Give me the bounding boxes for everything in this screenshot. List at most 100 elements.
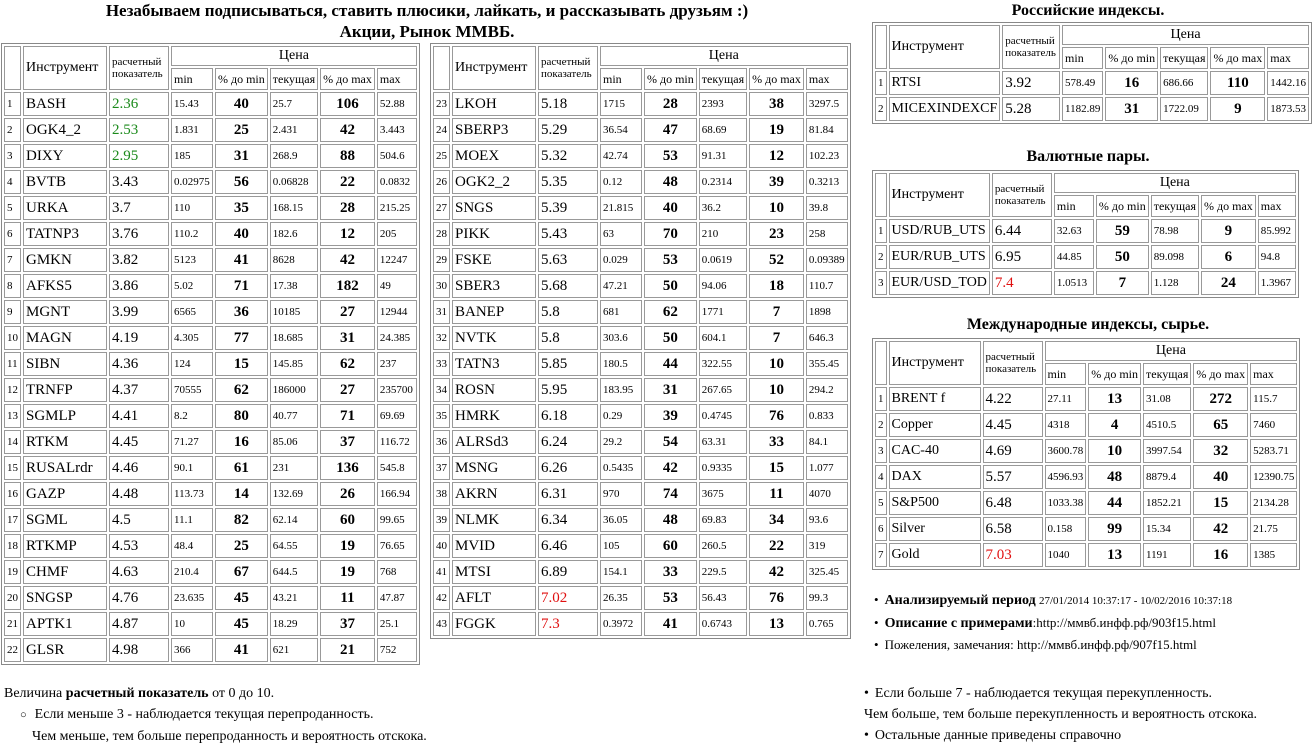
data-cell: 29 <box>433 248 450 272</box>
data-cell: 1191 <box>1143 543 1192 567</box>
data-cell: 7 <box>875 543 887 567</box>
header-row: Инструмент расчетный показатель Цена <box>4 46 417 90</box>
header-cell: Инструмент <box>888 25 1001 69</box>
data-cell: 21.815 <box>600 196 642 220</box>
data-table: Инструмент расчетный показатель Цена min% д… <box>1 43 420 665</box>
data-cell: 267.65 <box>698 378 748 402</box>
data-cell: 644.5 <box>269 560 319 584</box>
data-cell: 38 <box>749 92 804 116</box>
data-cell: 2.95 <box>109 144 169 168</box>
data-cell: 32.63 <box>1053 219 1094 243</box>
data-row: 1 BASH 2.36 15.43 40 25.7 106 52.88 <box>4 92 417 116</box>
data-cell: 6 <box>875 517 887 541</box>
data-cell: 94.06 <box>698 274 748 298</box>
international: Инструмент расчетный показатель Цена min% д… <box>872 338 1301 570</box>
data-cell: 3997.54 <box>1143 439 1192 463</box>
data-cell: 4 <box>875 465 887 489</box>
data-cell: 39 <box>644 404 697 428</box>
data-row: 19 CHMF 4.63 210.4 67 644.5 19 768 <box>4 560 417 584</box>
data-row: 9 MGNT 3.99 6565 36 10185 27 12944 <box>4 300 417 324</box>
data-cell: 15.34 <box>1143 517 1192 541</box>
data-cell: 166.94 <box>376 482 417 506</box>
info: Анализируемый период 27/01/2014 10:37:17… <box>874 589 1233 655</box>
header-cell: max <box>1257 195 1296 217</box>
data-cell: 20 <box>4 586 21 610</box>
header-cell: Инструмент <box>452 46 536 90</box>
data-cell: 132.69 <box>269 482 319 506</box>
data-cell: 16 <box>215 430 268 454</box>
data-cell: 3.86 <box>109 274 169 298</box>
data-cell: 8 <box>4 274 21 298</box>
data-cell: 4.69 <box>982 439 1043 463</box>
data-cell: 258 <box>805 222 848 246</box>
data-cell: 67 <box>215 560 268 584</box>
data-row: 4 BVTB 3.43 0.02975 56 0.06828 22 0.0832 <box>4 170 417 194</box>
header-cell: min <box>600 68 642 90</box>
data-cell: 12390.75 <box>1250 465 1298 489</box>
data-cell: 52 <box>749 248 804 272</box>
header-cell: текущая <box>1150 195 1200 217</box>
data-cell: MTSI <box>452 560 536 584</box>
data-cell: 0.765 <box>805 612 848 636</box>
data-row: 22 GLSR 4.98 366 41 621 21 752 <box>4 638 417 662</box>
data-cell: 4.19 <box>109 326 169 350</box>
data-cell: 62 <box>320 352 375 376</box>
data-cell: 99.3 <box>805 586 848 610</box>
info-label: Анализируемый период <box>884 593 1036 608</box>
data-cell: 1 <box>875 219 887 243</box>
data-cell: 48.4 <box>171 534 213 558</box>
data-cell: RTKMP <box>23 534 107 558</box>
data-cell: 12 <box>4 378 21 402</box>
data-cell: 0.3972 <box>600 612 642 636</box>
notes-left: Величина расчетный показатель от 0 до 10… <box>4 683 427 747</box>
data-cell: 5.39 <box>538 196 598 220</box>
data-row: 2 OGK4_2 2.53 1.831 25 2.431 42 3.443 <box>4 118 417 142</box>
data-cell: 15 <box>1193 491 1249 515</box>
header-row: Инструмент расчетный показатель Цена <box>875 341 1298 385</box>
data-cell: 115.7 <box>1250 387 1298 411</box>
russian-indices: Инструмент расчетный показатель Цена min% д… <box>872 22 1312 124</box>
header-cell <box>875 341 887 385</box>
data-cell: 74 <box>644 482 697 506</box>
header-cell: текущая <box>698 68 748 90</box>
data-cell: 70 <box>644 222 697 246</box>
section-title: Валютные пары. <box>1026 148 1150 165</box>
note-line: Если больше 7 - наблюдается текущая пере… <box>864 683 1257 704</box>
data-cell: GLSR <box>23 638 107 662</box>
data-cell: 39 <box>749 170 804 194</box>
data-cell: 63 <box>600 222 642 246</box>
data-row: 30 SBER3 5.68 47.21 50 94.06 18 110.7 <box>433 274 848 298</box>
header-cell: max <box>1250 363 1298 385</box>
data-cell: 183.95 <box>600 378 642 402</box>
data-cell: 970 <box>600 482 642 506</box>
data-cell: 4070 <box>805 482 848 506</box>
data-cell: 3675 <box>698 482 748 506</box>
data-row: 26 OGK2_2 5.35 0.12 48 0.2314 39 0.3213 <box>433 170 848 194</box>
note-line: Величина расчетный показатель от 0 до 10… <box>4 683 427 704</box>
data-cell: 4.41 <box>109 404 169 428</box>
data-cell: CHMF <box>23 560 107 584</box>
data-cell: 33 <box>749 430 804 454</box>
data-cell: 13 <box>1088 387 1142 411</box>
data-row: 15 RUSALrdr 4.46 90.1 61 231 136 545.8 <box>4 456 417 480</box>
data-cell: Gold <box>888 543 981 567</box>
data-row: 35 HMRK 6.18 0.29 39 0.4745 76 0.833 <box>433 404 848 428</box>
data-cell: 48 <box>644 508 697 532</box>
data-cell: 32 <box>1193 439 1249 463</box>
data-cell: 4 <box>1088 413 1142 437</box>
data-cell: 53 <box>644 586 697 610</box>
data-cell: 1715 <box>600 92 642 116</box>
data-cell: RUSALrdr <box>23 456 107 480</box>
data-row: 24 SBERP3 5.29 36.54 47 68.69 19 81.84 <box>433 118 848 142</box>
data-cell: BASH <box>23 92 107 116</box>
data-row: 28 PIKK 5.43 63 70 210 23 258 <box>433 222 848 246</box>
data-cell: 70555 <box>171 378 213 402</box>
header-row: Инструмент расчетный показатель Цена <box>433 46 848 90</box>
data-cell: 3.443 <box>376 118 417 142</box>
data-cell: 578.49 <box>1062 71 1104 95</box>
data-cell: 40.77 <box>269 404 319 428</box>
data-cell: 1 <box>4 92 21 116</box>
data-cell: 6 <box>1201 245 1256 269</box>
data-cell: 33 <box>433 352 450 376</box>
info-line: Пожеления, замечания: http://ммвб.инфф.р… <box>874 634 1232 655</box>
